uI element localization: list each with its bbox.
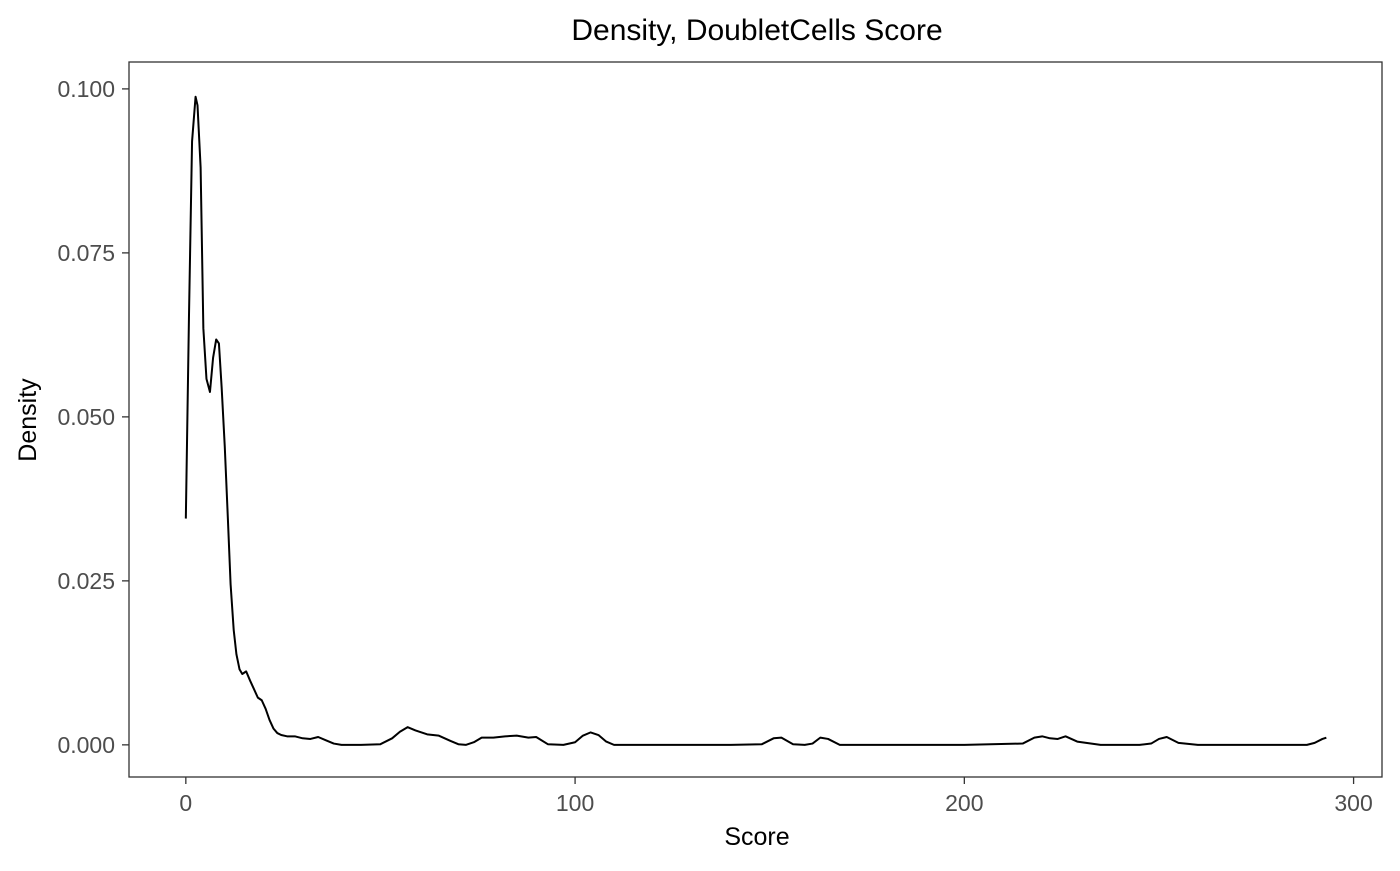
y-axis: 0.000 0.025 0.050 0.075 0.100 <box>57 76 129 758</box>
x-tick-label: 0 <box>179 790 192 816</box>
y-tick-label: 0.000 <box>57 732 115 758</box>
chart-title: Density, DoubletCells Score <box>571 14 942 47</box>
x-tick-label: 100 <box>556 790 594 816</box>
y-tick-label: 0.075 <box>57 240 115 266</box>
plot-panel <box>128 61 1383 778</box>
x-axis-title: Score <box>724 823 789 851</box>
density-line <box>184 95 1327 746</box>
y-tick-label: 0.050 <box>57 404 115 430</box>
x-axis: 0 100 200 300 <box>179 777 1373 816</box>
y-axis-title: Density <box>14 378 42 462</box>
y-tick-label: 0.100 <box>57 76 115 102</box>
x-tick-label: 200 <box>945 790 983 816</box>
y-tick-label: 0.025 <box>57 568 115 594</box>
x-tick-label: 300 <box>1334 790 1372 816</box>
